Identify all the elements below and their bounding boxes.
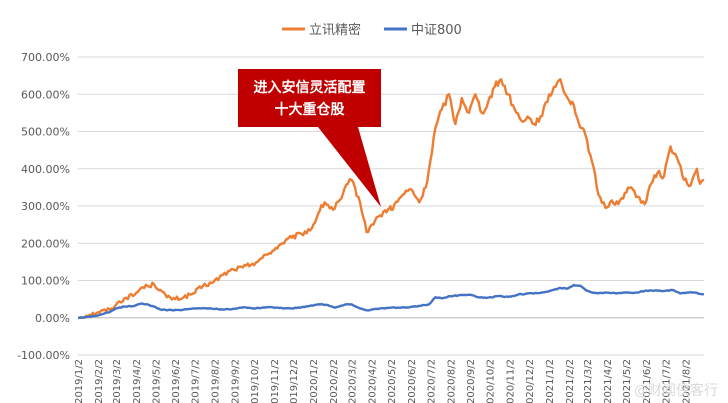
legend: 立讯精密 中证800 (282, 22, 462, 38)
series-line-1 (77, 78, 705, 320)
x-tick-label: 2021/4/2 (603, 359, 614, 403)
y-tick-label: 0.00% (35, 312, 70, 325)
watermark: @财闻侠客行 (634, 382, 718, 399)
x-tick-label: 2019/5/2 (151, 359, 162, 403)
series-line-2 (77, 283, 705, 319)
y-tick-label: 400.00% (21, 163, 70, 176)
x-tick-label: 2021/8/2 (681, 359, 692, 403)
y-tick-label: 300.00% (21, 200, 70, 213)
x-tick-label: 2020/1/2 (309, 359, 320, 403)
x-tick-label: 2020/2/2 (329, 359, 340, 403)
x-tick-label: 2020/7/2 (426, 359, 437, 403)
x-tick-label: 2019/11/2 (270, 359, 281, 403)
x-tick-label: 2019/2/2 (94, 359, 105, 403)
legend-label-2: 中证800 (411, 23, 462, 38)
x-tick-label: 2021/7/2 (661, 359, 672, 403)
y-tick-label: 100.00% (21, 275, 70, 288)
x-tick-label: 2019/9/2 (231, 359, 242, 403)
x-tick-label: 2020/6/2 (407, 359, 418, 403)
x-tick-label: 2019/3/2 (112, 359, 123, 403)
x-tick-label: 2019/7/2 (191, 359, 202, 403)
grid (78, 56, 704, 356)
x-tick-label: 2019/1/2 (74, 359, 85, 403)
x-tick-label: 2021/2/2 (565, 359, 576, 403)
y-tick-label: -100.00% (17, 349, 70, 362)
y-tick-label: 700.00% (21, 51, 70, 64)
x-tick-label: 2020/3/2 (348, 359, 359, 403)
x-tick-label: 2020/11/2 (506, 359, 517, 403)
y-tick-label: 200.00% (21, 237, 70, 250)
callout-line-2: 十大重仓股 (275, 101, 346, 118)
callout-shape (238, 69, 381, 207)
x-axis: 2019/1/2 2019/2/2 2019/3/2 2019/4/2 2019/5/2… (74, 359, 692, 403)
annotation-callout: 进入安信灵活配置 十大重仓股 (238, 69, 381, 207)
callout-line-1: 进入安信灵活配置 (254, 79, 366, 96)
x-tick-label: 2021/3/2 (583, 359, 594, 403)
y-tick-label: 500.00% (21, 126, 70, 139)
series-lines (77, 78, 705, 320)
x-tick-label: 2019/6/2 (171, 359, 182, 403)
x-tick-label: 2020/8/2 (446, 359, 457, 403)
x-tick-label: 2019/12/2 (289, 359, 300, 403)
x-tick-label: 2019/10/2 (250, 359, 261, 403)
y-tick-label: 600.00% (21, 88, 70, 101)
x-tick-label: 2020/10/2 (486, 359, 497, 403)
x-tick-label: 2020/12/2 (525, 359, 536, 403)
legend-label-1: 立讯精密 (309, 22, 361, 38)
x-tick-label: 2019/4/2 (132, 359, 143, 403)
x-tick-label: 2020/9/2 (466, 359, 477, 403)
x-tick-label: 2021/1/2 (545, 359, 556, 403)
x-tick-label: 2021/5/2 (622, 359, 633, 403)
x-tick-label: 2021/6/2 (642, 359, 653, 403)
x-tick-label: 2020/5/2 (387, 359, 398, 403)
x-tick-label: 2020/4/2 (368, 359, 379, 403)
x-tick-label: 2019/8/2 (211, 359, 222, 403)
y-axis: -100.00% 0.00% 100.00% 200.00% 300.00% 400.00… (17, 51, 70, 362)
